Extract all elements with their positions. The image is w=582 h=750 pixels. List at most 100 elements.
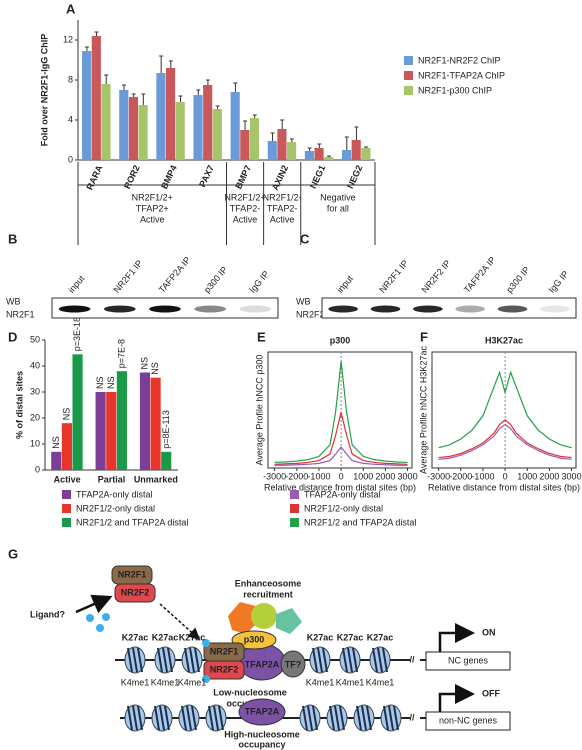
x-tick-label: AXIN2 — [270, 164, 290, 192]
nucleosome-band — [191, 705, 197, 731]
legend-swatch — [290, 490, 299, 499]
lane-label: TAFP2A IP — [462, 255, 498, 295]
group-label: NR2F1/2- — [263, 192, 302, 202]
x-tick-label: BMP7 — [233, 164, 253, 191]
line — [274, 446, 408, 466]
k4me1-label: K4me1 — [366, 677, 395, 687]
nucleosome-band — [213, 705, 219, 731]
blot-label: NR2F1 — [6, 309, 35, 319]
nr2f2-shape — [114, 583, 156, 603]
nucleosome-band — [167, 647, 173, 673]
bar-chart: A 0 4 8 12 Fold over NR2F1-IgG ChIP RARA ROR2 BM… — [39, 1, 375, 192]
ligand — [96, 624, 104, 632]
lane-label: NR2F2 IP — [420, 258, 453, 295]
x-tick-label: NEG2 — [345, 164, 364, 190]
nucleosome-band — [377, 647, 383, 673]
band — [149, 305, 181, 313]
plot-frame — [431, 351, 577, 469]
bar — [91, 36, 101, 160]
nucleosome-band — [208, 705, 214, 731]
nucleosome-band — [194, 647, 200, 673]
bar — [101, 84, 111, 160]
group-label: Active — [140, 214, 165, 224]
k4me1-label: K4me1 — [151, 677, 180, 687]
nucleosome-band — [329, 705, 335, 731]
band — [540, 305, 570, 313]
group-label: Active — [233, 214, 258, 224]
x-tick-label: Partial — [98, 474, 126, 484]
nucleosome-band — [132, 705, 138, 731]
nucleosome-band — [339, 705, 345, 731]
k27ac-label: K27ac — [367, 632, 394, 642]
bar — [240, 130, 250, 160]
y-tick-label: 8 — [68, 74, 73, 84]
legend-label: NR2F1-p300 ChIP — [418, 85, 492, 95]
k4me1-label: K4me1 — [336, 677, 365, 687]
band — [370, 305, 401, 313]
legend-label: NR2F1-NR2F2 ChIP — [418, 55, 501, 65]
x-tick-label: 2000 — [375, 471, 395, 481]
band — [497, 305, 528, 313]
panel-letter: G — [8, 546, 18, 561]
y-tick-label: 40 — [30, 360, 40, 370]
y-tick-label: 0 — [35, 464, 40, 474]
ligand — [86, 614, 94, 622]
bar — [138, 105, 148, 160]
legend-swatch — [404, 56, 413, 65]
lane-label: input — [335, 273, 356, 295]
nucleosome-band — [307, 705, 313, 731]
tf-shape — [280, 650, 306, 678]
bar — [95, 392, 106, 470]
bar — [212, 109, 222, 160]
nucleosome-band — [127, 647, 133, 673]
blot-frame — [321, 297, 577, 319]
label: NR2F2 — [121, 587, 150, 597]
bar — [150, 377, 161, 470]
label: NR2F1 — [118, 569, 147, 579]
legend-swatch — [62, 490, 71, 499]
nucleosome-band — [189, 647, 195, 673]
k4me1-label: K4me1 — [306, 677, 335, 687]
blot-label: NR2F2 — [296, 309, 325, 319]
band — [328, 305, 358, 313]
lane-label: NR2F1 IP — [111, 258, 144, 295]
annotation: NS — [51, 436, 61, 449]
annotation: NS — [140, 357, 150, 370]
nucleosome-band — [388, 705, 394, 731]
line — [438, 419, 572, 459]
chart-title: H3K27ac — [485, 335, 523, 345]
nucleosome-band — [372, 647, 378, 673]
bar — [203, 85, 213, 160]
nucleosome-band — [317, 647, 323, 673]
lane-label: p300 IP — [504, 265, 532, 295]
nucleosome-band — [361, 705, 367, 731]
group-label: TFAP2- — [267, 203, 298, 213]
x-tick-label: -1000 — [307, 471, 330, 481]
band — [455, 305, 485, 313]
legend-swatch — [62, 504, 71, 513]
label: High-nucleosome — [224, 729, 300, 739]
panel-letter: D — [8, 329, 17, 344]
k27ac-label: K27ac — [307, 632, 334, 642]
nucleosome-band — [352, 647, 358, 673]
k27ac-label: K27ac — [122, 632, 149, 642]
x-tick-label: NEG1 — [308, 164, 327, 190]
band — [194, 305, 227, 313]
y-axis-label: Average Profile hNCC p300 — [254, 355, 264, 466]
k27ac-label: K27ac — [337, 632, 364, 642]
lane-label: TAFP2A IP — [157, 255, 193, 295]
nucleosome-band — [159, 705, 165, 731]
bar — [341, 150, 352, 160]
bar — [267, 141, 277, 160]
plot-frame — [267, 351, 413, 469]
bar — [119, 90, 129, 160]
break: // — [409, 712, 415, 722]
ligand — [202, 639, 210, 647]
nucleosome-band — [366, 705, 372, 731]
nucleosome-band — [347, 647, 353, 673]
bar — [156, 73, 166, 160]
bar — [116, 371, 127, 470]
nucleosome-band — [334, 705, 340, 731]
